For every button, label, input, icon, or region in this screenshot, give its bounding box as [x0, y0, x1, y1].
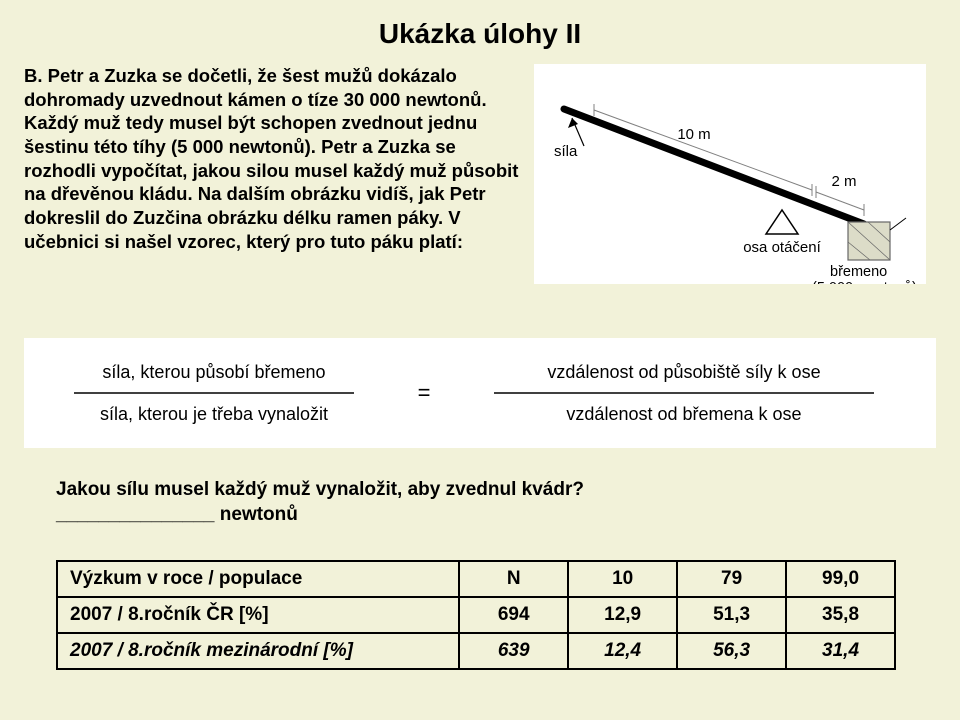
- sila-label: síla: [554, 143, 578, 160]
- row-cell: 51,3: [677, 597, 786, 633]
- formula-left-top: síla, kterou působí břemeno: [102, 362, 325, 382]
- lever-diagram: síla 10 m 2 m osa otáčení břemeno: [534, 64, 926, 284]
- row-cell: 56,3: [677, 633, 786, 669]
- bremeno-label-2: (5 000 newtonů): [812, 280, 917, 284]
- header-cell: 79: [677, 561, 786, 597]
- question-line1: Jakou sílu musel každý muž vynaložit, ab…: [56, 479, 584, 500]
- formula-block: síla, kterou působí břemeno síla, kterou…: [24, 338, 936, 448]
- body-paragraph: B. Petr a Zuzka se dočetli, že šest mužů…: [24, 64, 524, 284]
- row-cell: 694: [459, 597, 568, 633]
- results-table: Výzkum v roce / populace N 10 79 99,0 20…: [56, 560, 896, 670]
- header-cell: N: [459, 561, 568, 597]
- bremeno-leader: [890, 218, 906, 230]
- table-header-row: Výzkum v roce / populace N 10 79 99,0: [57, 561, 895, 597]
- header-cell: 99,0: [786, 561, 895, 597]
- row-cell: 639: [459, 633, 568, 669]
- formula-right-top: vzdálenost od působiště síly k ose: [547, 362, 820, 382]
- question-block: Jakou sílu musel každý muž vynaložit, ab…: [56, 478, 896, 527]
- row-cell: 35,8: [786, 597, 895, 633]
- dim-2m-label: 2 m: [831, 173, 856, 190]
- header-cell: Výzkum v roce / populace: [57, 561, 459, 597]
- row-cell: 12,9: [568, 597, 677, 633]
- sila-arrow-head: [568, 118, 578, 128]
- row-cell: 12,4: [568, 633, 677, 669]
- dim-10m-label: 10 m: [677, 126, 710, 143]
- row-label: 2007 / 8.ročník ČR [%]: [57, 597, 459, 633]
- formula-eq: =: [418, 380, 431, 405]
- table-row: 2007 / 8.ročník mezinárodní [%] 639 12,4…: [57, 633, 895, 669]
- fulcrum-triangle: [766, 210, 798, 234]
- lever-bar: [564, 109, 864, 224]
- page-title: Ukázka úlohy II: [0, 18, 960, 50]
- osa-label: osa otáčení: [743, 239, 821, 256]
- table-row: 2007 / 8.ročník ČR [%] 694 12,9 51,3 35,…: [57, 597, 895, 633]
- bremeno-label-1: břemeno: [830, 264, 887, 280]
- question-line2: _______________ newtonů: [56, 504, 298, 525]
- row-cell: 31,4: [786, 633, 895, 669]
- results-table-wrap: Výzkum v roce / populace N 10 79 99,0 20…: [56, 560, 896, 670]
- main-row: B. Petr a Zuzka se dočetli, že šest mužů…: [24, 64, 936, 284]
- row-label: 2007 / 8.ročník mezinárodní [%]: [57, 633, 459, 669]
- formula-left-bot: síla, kterou je třeba vynaložit: [100, 404, 328, 424]
- dim-10m-line: [594, 110, 812, 190]
- formula-right-bot: vzdálenost od břemena k ose: [566, 404, 801, 424]
- header-cell: 10: [568, 561, 677, 597]
